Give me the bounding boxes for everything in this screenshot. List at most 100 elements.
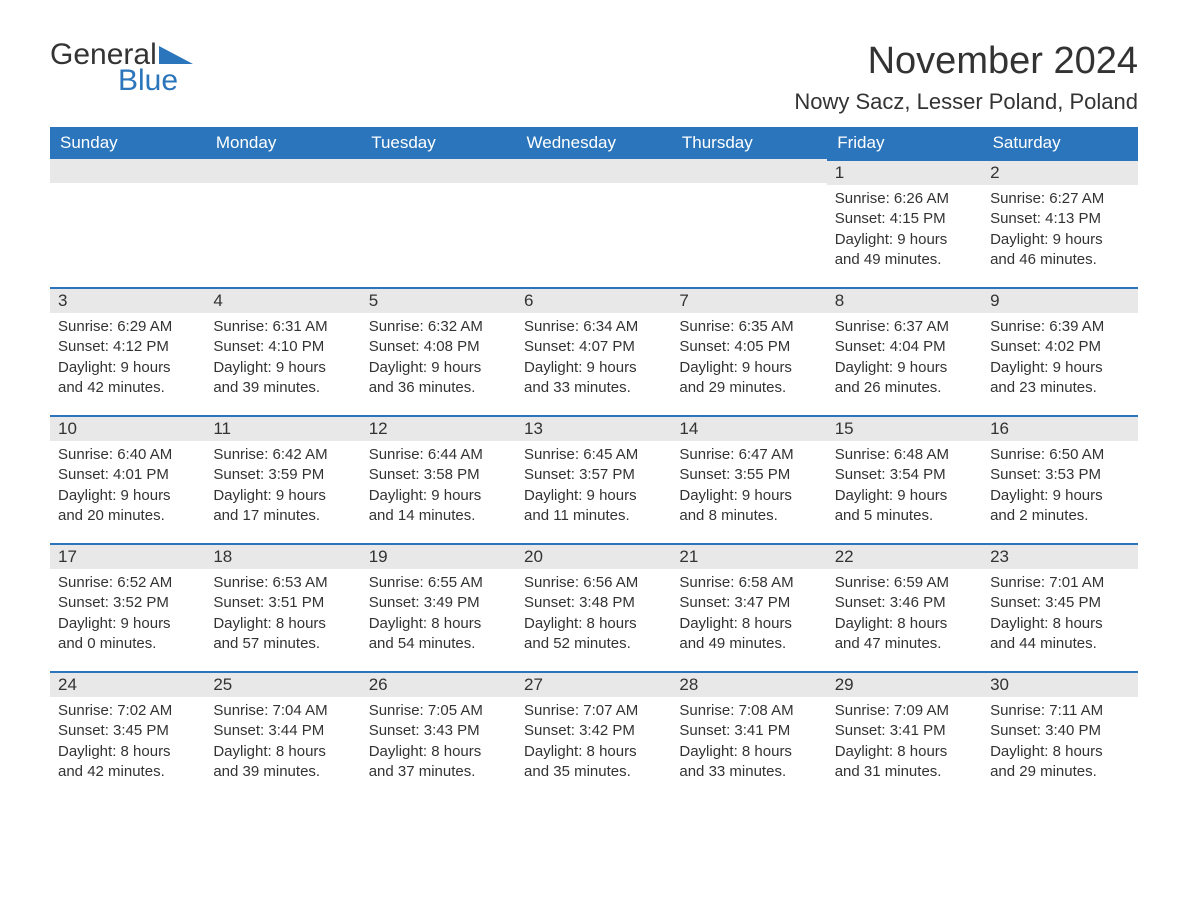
day-body: Sunrise: 6:27 AMSunset: 4:13 PMDaylight:… — [982, 185, 1137, 276]
day-d2: and 49 minutes. — [835, 250, 974, 270]
day-sunrise: Sunrise: 6:29 AM — [58, 317, 197, 337]
calendar-cell — [671, 159, 826, 287]
day-sunrise: Sunrise: 7:11 AM — [990, 701, 1129, 721]
day-d2: and 14 minutes. — [369, 506, 508, 526]
calendar-cell: 12Sunrise: 6:44 AMSunset: 3:58 PMDayligh… — [361, 415, 516, 543]
calendar-cell: 27Sunrise: 7:07 AMSunset: 3:42 PMDayligh… — [516, 671, 671, 799]
day-d1: Daylight: 9 hours — [213, 486, 352, 506]
day-number: 14 — [671, 415, 826, 441]
day-d1: Daylight: 9 hours — [524, 486, 663, 506]
day-number: 21 — [671, 543, 826, 569]
day-sunset: Sunset: 3:49 PM — [369, 593, 508, 613]
day-number: 27 — [516, 671, 671, 697]
calendar-cell: 15 Sunrise: 6:48 AMSunset: 3:54 PMDayligh… — [827, 415, 982, 543]
day-sunrise: Sunrise: 6:32 AM — [369, 317, 508, 337]
day-number: 23 — [982, 543, 1137, 569]
calendar-cell: 26Sunrise: 7:05 AMSunset: 3:43 PMDayligh… — [361, 671, 516, 799]
calendar-cell: 21Sunrise: 6:58 AMSunset: 3:47 PMDayligh… — [671, 543, 826, 671]
day-sunrise: Sunrise: 6:55 AM — [369, 573, 508, 593]
day-body: Sunrise: 6:42 AMSunset: 3:59 PMDaylight:… — [205, 441, 360, 532]
calendar-week-row: 10Sunrise: 6:40 AMSunset: 4:01 PMDayligh… — [50, 415, 1138, 543]
day-number: 4 — [205, 287, 360, 313]
calendar-cell: 28Sunrise: 7:08 AMSunset: 3:41 PMDayligh… — [671, 671, 826, 799]
calendar-cell: 2Sunrise: 6:27 AMSunset: 4:13 PMDaylight… — [982, 159, 1137, 287]
day-number: 24 — [50, 671, 205, 697]
day-sunset: Sunset: 3:44 PM — [213, 721, 352, 741]
day-number: 19 — [361, 543, 516, 569]
day-number: 30 — [982, 671, 1137, 697]
weekday-header: Saturday — [982, 127, 1137, 159]
day-number: 5 — [361, 287, 516, 313]
day-number: 8 — [827, 287, 982, 313]
calendar-body: 1Sunrise: 6:26 AMSunset: 4:15 PMDaylight… — [50, 159, 1138, 799]
day-d1: Daylight: 9 hours — [369, 358, 508, 378]
calendar-cell: 10Sunrise: 6:40 AMSunset: 4:01 PMDayligh… — [50, 415, 205, 543]
calendar-cell: 14Sunrise: 6:47 AMSunset: 3:55 PMDayligh… — [671, 415, 826, 543]
day-d2: and 36 minutes. — [369, 378, 508, 398]
day-sunrise: Sunrise: 7:01 AM — [990, 573, 1129, 593]
day-sunset: Sunset: 4:01 PM — [58, 465, 197, 485]
day-body: Sunrise: 6:47 AMSunset: 3:55 PMDaylight:… — [671, 441, 826, 532]
day-d2: and 31 minutes. — [835, 762, 974, 782]
day-number: 18 — [205, 543, 360, 569]
day-body: Sunrise: 6:53 AMSunset: 3:51 PMDaylight:… — [205, 569, 360, 660]
day-sunset: Sunset: 3:55 PM — [679, 465, 818, 485]
day-sunrise: Sunrise: 6:56 AM — [524, 573, 663, 593]
day-number: 11 — [205, 415, 360, 441]
day-sunset: Sunset: 3:45 PM — [58, 721, 197, 741]
day-sunrise: Sunrise: 6:53 AM — [213, 573, 352, 593]
header: General Blue November 2024 Nowy Sacz, Le… — [50, 40, 1138, 115]
day-body: Sunrise: 6:29 AMSunset: 4:12 PMDaylight:… — [50, 313, 205, 404]
weekday-header: Wednesday — [516, 127, 671, 159]
day-d1: Daylight: 9 hours — [58, 486, 197, 506]
logo-text-bottom: Blue — [118, 66, 178, 96]
day-sunset: Sunset: 3:54 PM — [835, 465, 974, 485]
day-sunset: Sunset: 3:41 PM — [835, 721, 974, 741]
day-number: 20 — [516, 543, 671, 569]
day-d1: Daylight: 8 hours — [835, 742, 974, 762]
day-d1: Daylight: 9 hours — [679, 358, 818, 378]
day-sunset: Sunset: 3:58 PM — [369, 465, 508, 485]
day-sunset: Sunset: 3:59 PM — [213, 465, 352, 485]
day-d1: Daylight: 8 hours — [990, 614, 1129, 634]
day-sunrise: Sunrise: 7:04 AM — [213, 701, 352, 721]
day-d1: Daylight: 9 hours — [835, 230, 974, 250]
day-sunset: Sunset: 3:52 PM — [58, 593, 197, 613]
calendar-week-row: 3Sunrise: 6:29 AMSunset: 4:12 PMDaylight… — [50, 287, 1138, 415]
day-body: Sunrise: 7:08 AMSunset: 3:41 PMDaylight:… — [671, 697, 826, 788]
day-d1: Daylight: 9 hours — [835, 486, 974, 506]
day-d1: Daylight: 8 hours — [524, 614, 663, 634]
day-d1: Daylight: 8 hours — [369, 742, 508, 762]
weekday-header: Sunday — [50, 127, 205, 159]
day-body: Sunrise: 7:05 AMSunset: 3:43 PMDaylight:… — [361, 697, 516, 788]
calendar-cell: 6Sunrise: 6:34 AMSunset: 4:07 PMDaylight… — [516, 287, 671, 415]
day-sunrise: Sunrise: 7:02 AM — [58, 701, 197, 721]
day-number: 7 — [671, 287, 826, 313]
day-body: Sunrise: 7:01 AMSunset: 3:45 PMDaylight:… — [982, 569, 1137, 660]
day-d2: and 2 minutes. — [990, 506, 1129, 526]
day-sunrise: Sunrise: 6:48 AM — [835, 445, 974, 465]
day-body: Sunrise: 7:09 AMSunset: 3:41 PMDaylight:… — [827, 697, 982, 788]
weekday-header-row: SundayMondayTuesdayWednesdayThursdayFrid… — [50, 127, 1138, 159]
day-sunset: Sunset: 3:48 PM — [524, 593, 663, 613]
day-sunrise: Sunrise: 6:45 AM — [524, 445, 663, 465]
calendar-cell — [50, 159, 205, 287]
day-sunrise: Sunrise: 6:59 AM — [835, 573, 974, 593]
day-body: Sunrise: 6:50 AMSunset: 3:53 PMDaylight:… — [982, 441, 1137, 532]
calendar-cell: 23Sunrise: 7:01 AMSunset: 3:45 PMDayligh… — [982, 543, 1137, 671]
calendar-cell: 7Sunrise: 6:35 AMSunset: 4:05 PMDaylight… — [671, 287, 826, 415]
day-d2: and 11 minutes. — [524, 506, 663, 526]
day-sunrise: Sunrise: 6:58 AM — [679, 573, 818, 593]
day-d2: and 5 minutes. — [835, 506, 974, 526]
day-d2: and 29 minutes. — [990, 762, 1129, 782]
calendar-cell: 20 Sunrise: 6:56 AMSunset: 3:48 PMDayligh… — [516, 543, 671, 671]
day-sunrise: Sunrise: 7:08 AM — [679, 701, 818, 721]
day-sunrise: Sunrise: 6:47 AM — [679, 445, 818, 465]
day-d1: Daylight: 9 hours — [58, 358, 197, 378]
day-number: 15 — [827, 415, 982, 441]
day-d2: and 42 minutes. — [58, 762, 197, 782]
calendar-table: SundayMondayTuesdayWednesdayThursdayFrid… — [50, 127, 1138, 799]
day-sunset: Sunset: 4:02 PM — [990, 337, 1129, 357]
day-d1: Daylight: 9 hours — [369, 486, 508, 506]
day-sunset: Sunset: 3:42 PM — [524, 721, 663, 741]
